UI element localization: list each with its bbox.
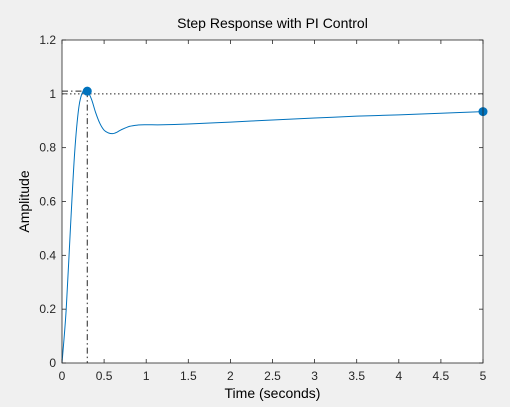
- y-tick-label: 1: [49, 87, 56, 101]
- x-tick-label: 2.5: [264, 369, 281, 383]
- x-tick-label: 4.5: [433, 369, 450, 383]
- y-tick-label: 0.4: [39, 248, 56, 262]
- x-tick-label: 3.5: [348, 369, 365, 383]
- x-tick-label: 0.5: [96, 369, 113, 383]
- peak-marker[interactable]: [82, 86, 92, 96]
- x-tick-label: 3: [311, 369, 318, 383]
- x-tick-label: 4: [395, 369, 402, 383]
- x-tick-label: 0: [59, 369, 66, 383]
- x-axis-label: Time (seconds): [225, 385, 321, 401]
- plot-area: [62, 40, 483, 363]
- plot-content: [61, 86, 488, 364]
- y-tick-label: 1.2: [39, 33, 56, 47]
- x-tick-label: 1.5: [180, 369, 197, 383]
- y-tick-label: 0: [49, 356, 56, 370]
- x-tick-label: 1: [143, 369, 150, 383]
- ticks: 0 0.5 1 1.5 2 2.5 3 3.5 4 4.5 5 0 0.2 0.4 0.6 0.8 1 1.2: [39, 33, 486, 383]
- y-axis-label: Amplitude: [16, 170, 32, 232]
- series-line-0: [61, 89, 484, 364]
- y-tick-label: 0.2: [39, 302, 56, 316]
- y-tick-label: 0.6: [39, 195, 56, 209]
- x-tick-label: 2: [227, 369, 234, 383]
- chart-title: Step Response with PI Control: [177, 15, 368, 31]
- y-tick-label: 0.8: [39, 141, 56, 155]
- x-tick-label: 5: [480, 369, 487, 383]
